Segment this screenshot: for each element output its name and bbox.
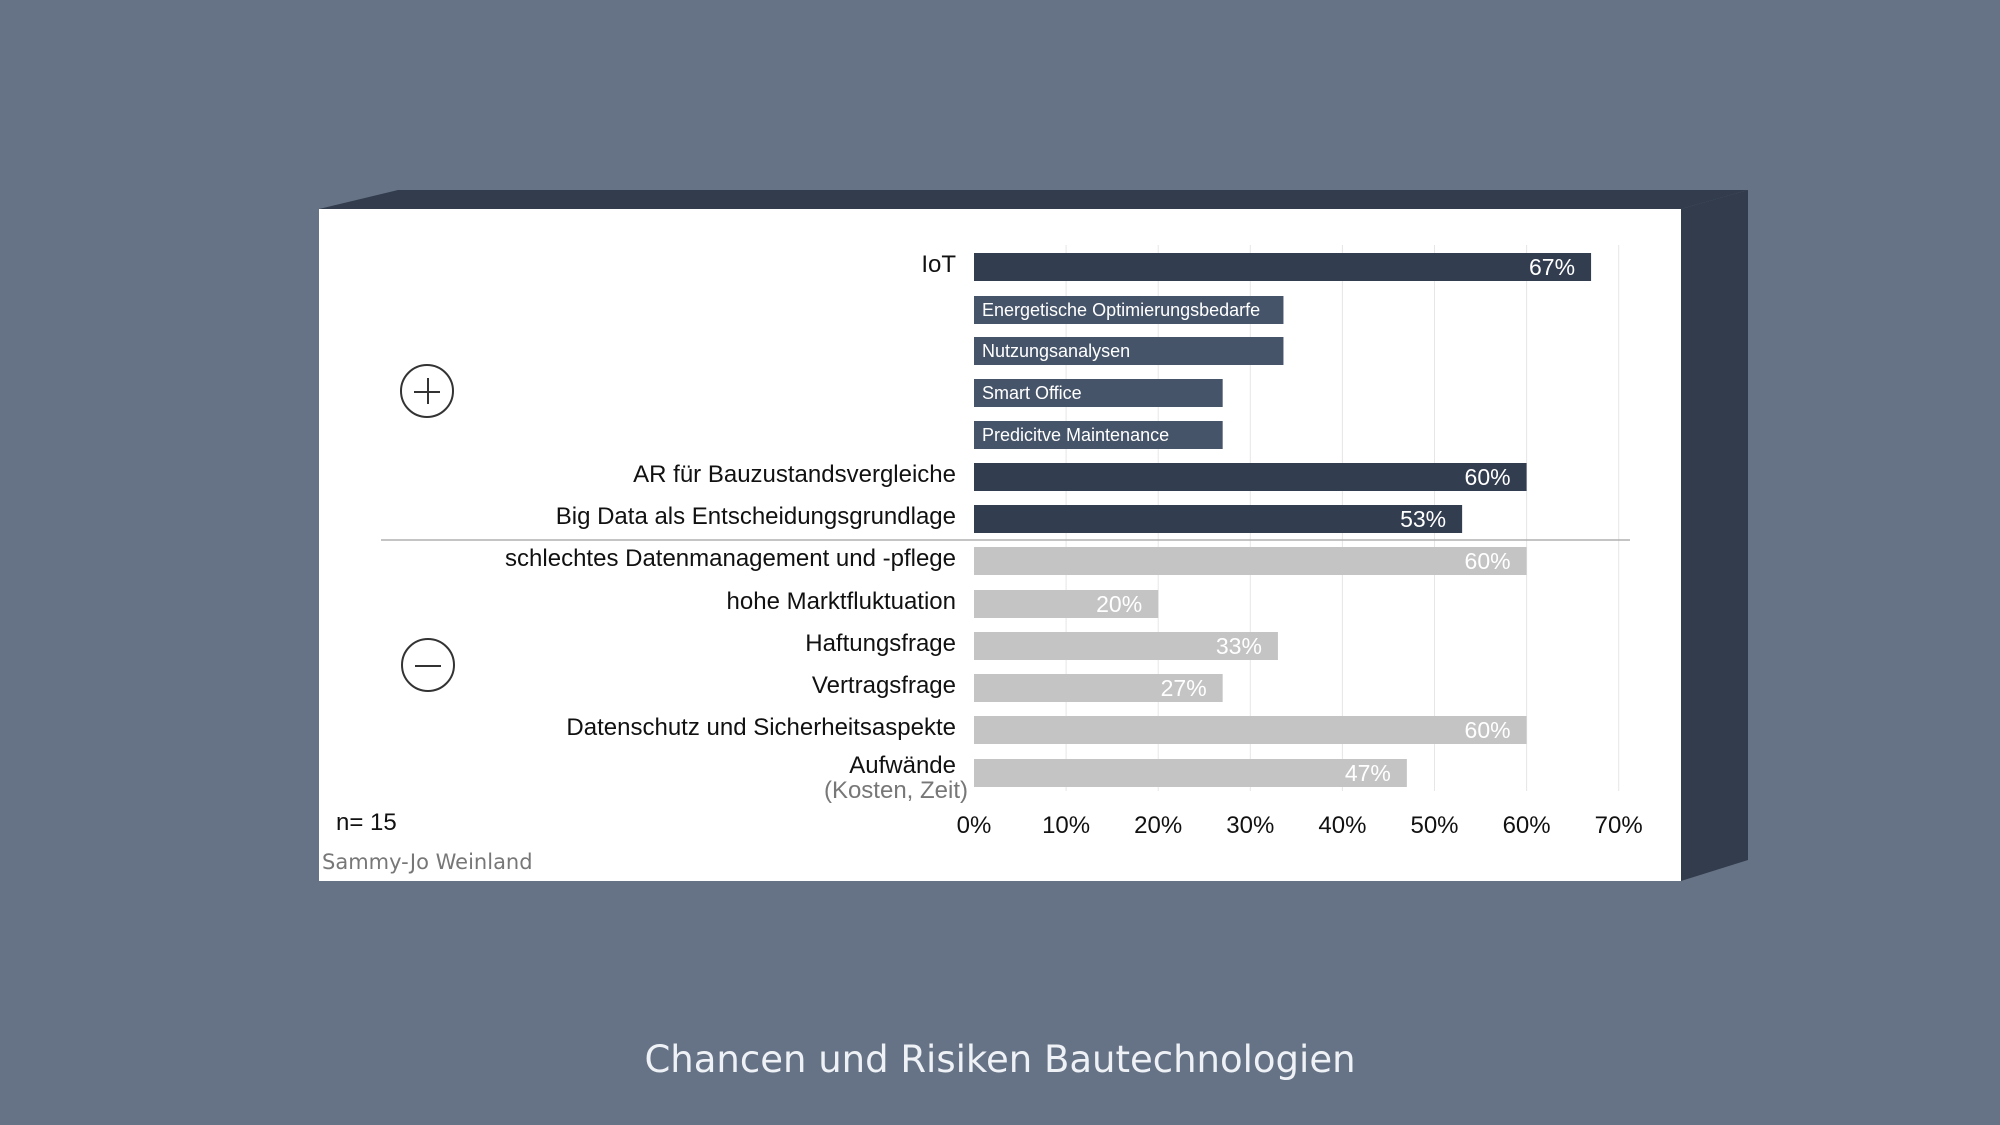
bar	[974, 296, 1284, 324]
bar	[974, 463, 1527, 491]
data-label: 20%	[1096, 591, 1142, 617]
category-label: Datenschutz und Sicherheitsaspekte	[566, 714, 956, 741]
box-side-face	[1681, 190, 1748, 881]
bar	[974, 421, 1223, 449]
data-label: 60%	[1465, 464, 1511, 490]
x-tick-label: 0%	[957, 812, 992, 839]
author-credit: Sammy-Jo Weinland	[322, 850, 533, 874]
x-tick-label: 60%	[1503, 812, 1551, 839]
bar	[974, 590, 1159, 618]
bar-inline-label: Energetische Optimierungsbedarfe	[982, 300, 1260, 320]
category-label: Haftungsfrage	[805, 630, 956, 657]
data-label: 47%	[1345, 760, 1391, 786]
chart-card: IoT 67% Energetische Optimierungsbedarfe Nu…	[319, 209, 1681, 881]
category-label: schlechtes Datenmanagement und -pflege	[505, 545, 956, 572]
minus-circle-icon	[401, 638, 455, 692]
bar	[974, 379, 1223, 407]
slide-caption: Chancen und Risiken Bautechnologien	[644, 1038, 1356, 1081]
category-sublabel: (Kosten, Zeit)	[824, 777, 968, 804]
data-label: 67%	[1529, 254, 1575, 280]
bar	[974, 337, 1284, 365]
bar	[974, 674, 1223, 702]
data-label: 60%	[1465, 548, 1511, 574]
category-label: Big Data als Entscheidungsgrundlage	[556, 503, 956, 530]
data-label: 33%	[1216, 633, 1262, 659]
x-tick-label: 20%	[1134, 812, 1182, 839]
bar-chart: IoT 67% Energetische Optimierungsbedarfe Nu…	[381, 245, 1643, 839]
x-tick-label: 40%	[1318, 812, 1366, 839]
x-tick-label: 50%	[1410, 812, 1458, 839]
data-label: 27%	[1161, 675, 1207, 701]
bar	[974, 505, 1463, 533]
box-top-face	[319, 190, 1748, 209]
x-tick-label: 30%	[1226, 812, 1274, 839]
category-label: AR für Bauzustandsvergleiche	[633, 461, 956, 488]
plus-circle-icon	[400, 364, 454, 418]
bar	[974, 716, 1527, 744]
bar	[974, 253, 1592, 281]
x-tick-label: 70%	[1595, 812, 1643, 839]
bar-inline-label: Smart Office	[982, 383, 1082, 403]
category-label: IoT	[921, 251, 956, 278]
data-label: 60%	[1465, 717, 1511, 743]
bar-inline-label: Nutzungsanalysen	[982, 341, 1130, 361]
category-label: Aufwände	[849, 752, 956, 779]
bar-inline-label: Predicitve Maintenance	[982, 425, 1169, 445]
x-tick-label: 10%	[1042, 812, 1090, 839]
bar	[974, 759, 1407, 787]
sample-size-note: n= 15	[336, 809, 397, 836]
data-label: 53%	[1400, 506, 1446, 532]
bar	[974, 547, 1527, 575]
category-label: hohe Marktfluktuation	[727, 588, 956, 615]
category-label: Vertragsfrage	[812, 672, 956, 699]
bar	[974, 632, 1278, 660]
